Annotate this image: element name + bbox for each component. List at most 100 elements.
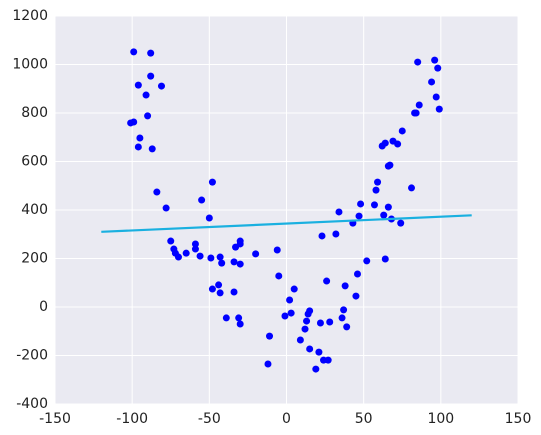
scatter-point <box>340 306 348 314</box>
scatter-point <box>315 348 323 356</box>
scatter-point <box>273 246 281 254</box>
scatter-point <box>384 203 392 211</box>
x-tick-label: 100 <box>427 411 454 427</box>
scatter-point <box>216 253 224 261</box>
scatter-point <box>352 292 360 300</box>
scatter-point <box>252 250 260 258</box>
scatter-point <box>414 58 422 66</box>
scatter-point <box>205 214 213 222</box>
scatter-point <box>332 230 340 238</box>
y-tick-label: 600 <box>21 154 48 170</box>
scatter-point <box>191 245 199 253</box>
scatter-point <box>435 105 443 113</box>
y-tick-label: -200 <box>16 348 48 364</box>
scatter-point <box>174 253 182 261</box>
scatter-point <box>134 81 142 89</box>
scatter-point <box>434 64 442 72</box>
x-tick-label: 0 <box>282 411 291 427</box>
x-tick-label: -50 <box>198 411 221 427</box>
y-tick-label: 400 <box>21 202 48 218</box>
scatter-point <box>148 145 156 153</box>
scatter-point <box>363 257 371 265</box>
scatter-point <box>266 332 274 340</box>
scatter-point <box>230 288 238 296</box>
scatter-point <box>370 201 378 209</box>
scatter-point <box>157 82 165 90</box>
scatter-point <box>381 139 389 147</box>
scatter-point <box>398 127 406 135</box>
scatter-point <box>275 272 283 280</box>
scatter-point <box>136 134 144 142</box>
scatter-point <box>235 314 243 322</box>
scatter-point <box>303 317 311 325</box>
scatter-point <box>335 208 343 216</box>
scatter-point <box>381 255 389 263</box>
scatter-point <box>372 186 380 194</box>
scatter-point <box>198 196 206 204</box>
scatter-point <box>218 259 226 267</box>
scatter-point <box>230 258 238 266</box>
scatter-point <box>207 254 215 262</box>
scatter-point <box>287 309 295 317</box>
scatter-point <box>182 249 190 257</box>
scatter-point <box>432 93 440 101</box>
x-tick-label: 50 <box>355 411 373 427</box>
scatter-point <box>236 240 244 248</box>
x-tick-label: 150 <box>505 411 532 427</box>
scatter-point <box>162 204 170 212</box>
scatter-point <box>323 277 331 285</box>
scatter-point <box>415 101 423 109</box>
scatter-point <box>353 270 361 278</box>
y-tick-label: 800 <box>21 105 48 121</box>
scatter-point <box>216 289 224 297</box>
scatter-point <box>357 200 365 208</box>
scatter-point <box>191 240 199 248</box>
regression-line <box>101 214 472 233</box>
scatter-point <box>153 188 161 196</box>
scatter-point <box>236 320 244 328</box>
scatter-point <box>386 161 394 169</box>
scatter-point <box>134 143 142 151</box>
scatter-point <box>316 319 324 327</box>
scatter-point <box>326 318 334 326</box>
scatter-point <box>431 56 439 64</box>
scatter-point <box>167 237 175 245</box>
scatter-point <box>312 365 320 373</box>
scatter-point <box>208 285 216 293</box>
scatter-point <box>301 325 309 333</box>
x-tick-label: -150 <box>39 411 71 427</box>
scatter-point <box>324 356 332 364</box>
scatter-point <box>196 252 204 260</box>
x-tick-label: -100 <box>116 411 148 427</box>
scatter-point <box>264 360 272 368</box>
scatter-point <box>338 314 346 322</box>
scatter-point <box>215 281 223 289</box>
scatter-point <box>306 307 314 315</box>
scatter-point <box>130 48 138 56</box>
scatter-point <box>397 219 405 227</box>
y-tick-label: -400 <box>16 396 48 412</box>
scatter-point <box>142 91 150 99</box>
scatter-point <box>394 140 402 148</box>
scatter-point <box>222 314 230 322</box>
scatter-point <box>127 119 135 127</box>
scatter-point <box>296 336 304 344</box>
scatter-point <box>144 112 152 120</box>
scatter-point <box>208 178 216 186</box>
scatter-point <box>428 78 436 86</box>
scatter-point <box>380 211 388 219</box>
scatter-point <box>355 212 363 220</box>
scatter-point <box>147 72 155 80</box>
y-tick-label: 0 <box>39 299 48 315</box>
scatter-point <box>374 178 382 186</box>
y-tick-label: 1000 <box>12 57 48 73</box>
scatter-point <box>147 49 155 57</box>
y-tick-label: 1200 <box>12 8 48 24</box>
scatter-point <box>318 232 326 240</box>
scatter-point <box>281 312 289 320</box>
scatter-point <box>286 296 294 304</box>
scatter-point <box>341 282 349 290</box>
scatter-point <box>343 323 351 331</box>
scatter-point <box>306 345 314 353</box>
scatter-point <box>290 285 298 293</box>
